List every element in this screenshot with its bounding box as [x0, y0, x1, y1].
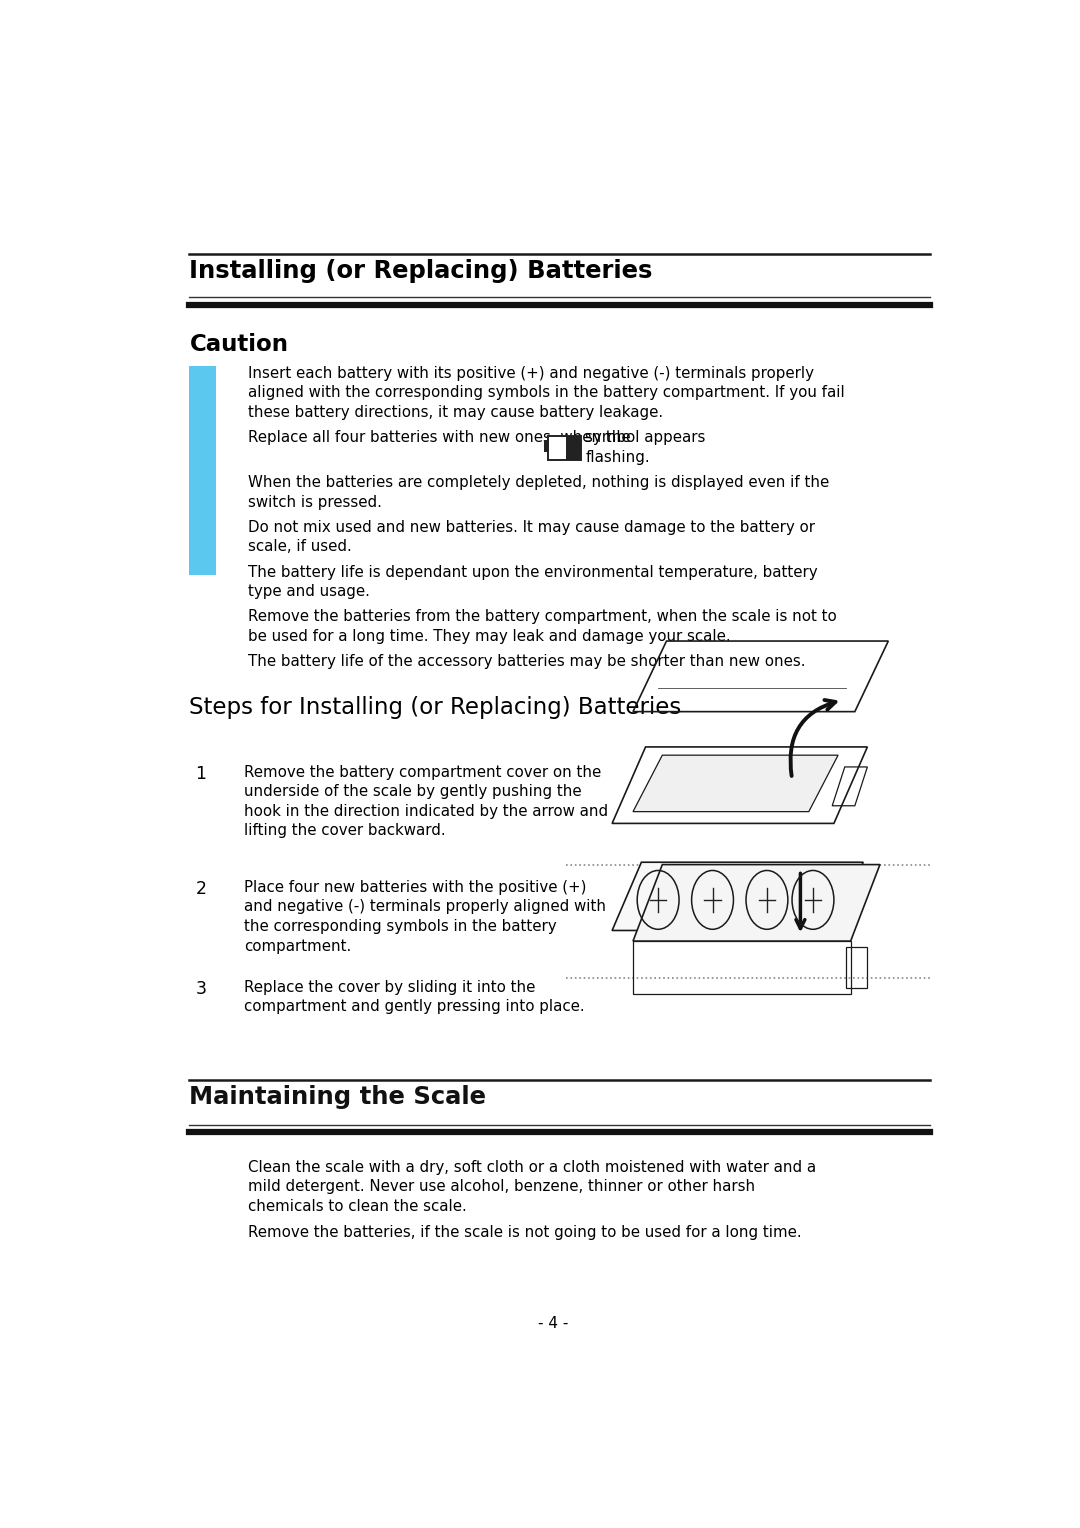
Bar [548, 437, 581, 460]
Text: Remove the batteries from the battery compartment, when the scale is not to
be u: Remove the batteries from the battery co… [248, 610, 837, 643]
Text: Caution: Caution [189, 333, 288, 356]
Bar [566, 437, 581, 460]
Text: 1: 1 [195, 764, 206, 782]
Text: The battery life is dependant upon the environmental temperature, battery
type a: The battery life is dependant upon the e… [248, 564, 818, 599]
Text: Replace all four batteries with new ones, when the: Replace all four batteries with new ones… [248, 431, 631, 446]
Text: Place four new batteries with the positive (+)
and negative (-) terminals proper: Place four new batteries with the positi… [244, 880, 606, 953]
Text: The battery life of the accessory batteries may be shorter than new ones.: The battery life of the accessory batter… [248, 654, 806, 669]
Text: - 4 -: - 4 - [538, 1316, 569, 1331]
Polygon shape [612, 862, 863, 931]
Text: symbol appears
flashing.: symbol appears flashing. [585, 431, 705, 465]
Text: Maintaining the Scale: Maintaining the Scale [189, 1085, 486, 1109]
Text: Remove the battery compartment cover on the
underside of the scale by gently pus: Remove the battery compartment cover on … [244, 764, 608, 839]
Text: Do not mix used and new batteries. It may cause damage to the battery or
scale, : Do not mix used and new batteries. It ma… [248, 520, 815, 555]
Text: 3: 3 [195, 979, 206, 998]
Text: 2: 2 [195, 880, 206, 898]
Text: Remove the batteries, if the scale is not going to be used for a long time.: Remove the batteries, if the scale is no… [248, 1224, 801, 1239]
Polygon shape [633, 755, 838, 811]
Text: Replace the cover by sliding it into the
compartment and gently pressing into pl: Replace the cover by sliding it into the… [244, 979, 584, 1015]
Text: Steps for Installing (or Replacing) Batteries: Steps for Installing (or Replacing) Batt… [189, 697, 681, 720]
Bar [189, 365, 216, 575]
Polygon shape [633, 865, 880, 941]
Text: When the batteries are completely depleted, nothing is displayed even if the
swi: When the batteries are completely deplet… [248, 475, 829, 510]
Text: Installing (or Replacing) Batteries: Installing (or Replacing) Batteries [189, 258, 652, 283]
Text: Insert each battery with its positive (+) and negative (-) terminals properly
al: Insert each battery with its positive (+… [248, 365, 845, 420]
Text: Clean the scale with a dry, soft cloth or a cloth moistened with water and a
mil: Clean the scale with a dry, soft cloth o… [248, 1160, 816, 1215]
Bar [544, 440, 548, 452]
